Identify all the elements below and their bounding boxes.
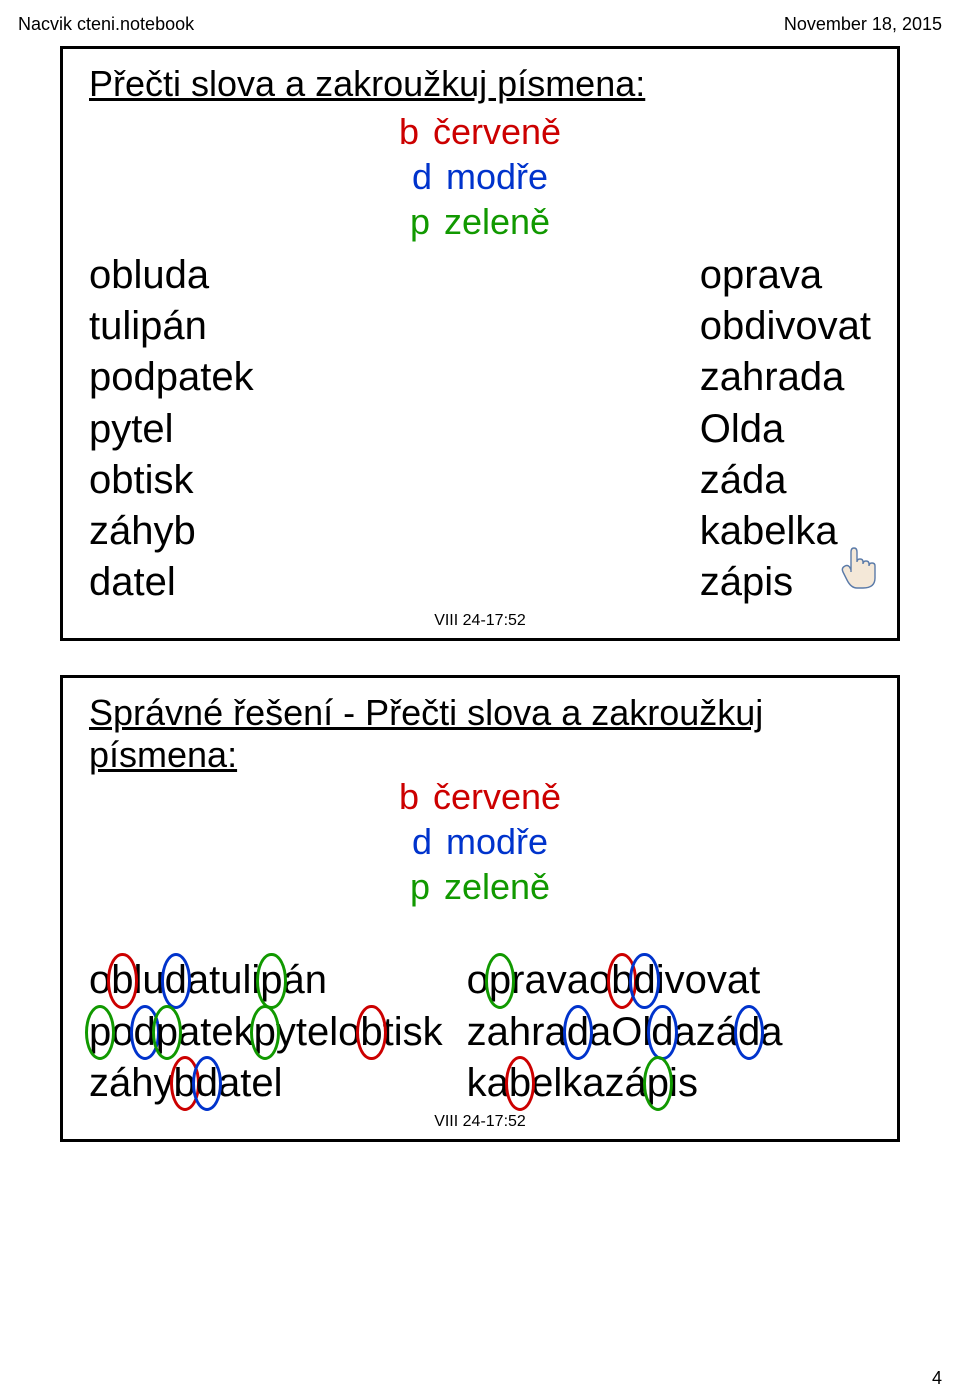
- panel2-col-left: obludatulipánpodpatekpytelobtisk záhybdat…: [89, 911, 467, 1109]
- word: záda: [700, 455, 871, 506]
- panel1-col-left: obludatulipánpodpatekpytelobtiskzáhybdat…: [89, 206, 254, 608]
- panel2-columns: obludatulipánpodpatekpytelobtisk záhybdat…: [89, 911, 871, 1109]
- solution-word: obdivovat: [589, 955, 760, 1006]
- solution-word: záda: [696, 1007, 783, 1058]
- panel1-timestamp: VIII 24-17:52: [89, 612, 871, 630]
- solution-word: obluda: [89, 955, 209, 1006]
- legend-row-b: bčerveně: [89, 109, 871, 154]
- word: zahrada: [700, 352, 871, 403]
- word: tulipán: [89, 301, 254, 352]
- panel2-col-right: opravaobdivovatzahradaOldazáda kabelkazáp…: [467, 911, 871, 1109]
- solution-panel: Správné řešení - Přečti slova a zakroužk…: [60, 675, 900, 1142]
- panel1-title: Přečti slova a zakroužkuj písmena:: [89, 63, 871, 105]
- panel1-columns: obludatulipánpodpatekpytelobtiskzáhybdat…: [89, 206, 871, 608]
- solution-word: Olda: [611, 1007, 696, 1058]
- solution-word: pytel: [254, 1007, 339, 1058]
- page: Nacvik cteni.notebook November 18, 2015 …: [0, 0, 960, 1399]
- solution-word: zápis: [605, 1058, 698, 1109]
- word: obluda: [89, 250, 254, 301]
- word: pytel: [89, 404, 254, 455]
- word: podpatek: [89, 352, 254, 403]
- exercise-panel: Přečti slova a zakroužkuj písmena: bčerv…: [60, 46, 900, 641]
- solution-word: obtisk: [338, 1007, 443, 1058]
- panel2-title: Správné řešení - Přečti slova a zakroužk…: [89, 692, 871, 776]
- word: záhyb: [89, 506, 254, 557]
- page-number: 4: [932, 1368, 942, 1389]
- legend-row-p: pzeleně: [89, 864, 871, 909]
- legend-row-d: dmodře: [89, 154, 871, 199]
- solution-word: tulipán: [209, 955, 327, 1006]
- legend-row-d: dmodře: [89, 819, 871, 864]
- solution-word: podpatek: [89, 1007, 254, 1058]
- word: obdivovat: [700, 301, 871, 352]
- word: obtisk: [89, 455, 254, 506]
- word: Olda: [700, 404, 871, 455]
- panel2-timestamp: VIII 24-17:52: [89, 1113, 871, 1131]
- pointer-icon[interactable]: [837, 544, 877, 592]
- word: oprava: [700, 250, 871, 301]
- legend-2: bčervenědmodřepzeleně: [89, 774, 871, 909]
- solution-word: kabelka: [467, 1058, 605, 1109]
- solution-word: datel: [196, 1058, 283, 1109]
- solution-word: zahrada: [467, 1007, 612, 1058]
- word: datel: [89, 557, 254, 608]
- header-right: November 18, 2015: [784, 14, 942, 35]
- legend-row-b: bčerveně: [89, 774, 871, 819]
- solution-word: oprava: [467, 955, 589, 1006]
- solution-word: záhyb: [89, 1058, 196, 1109]
- header-left: Nacvik cteni.notebook: [18, 14, 194, 35]
